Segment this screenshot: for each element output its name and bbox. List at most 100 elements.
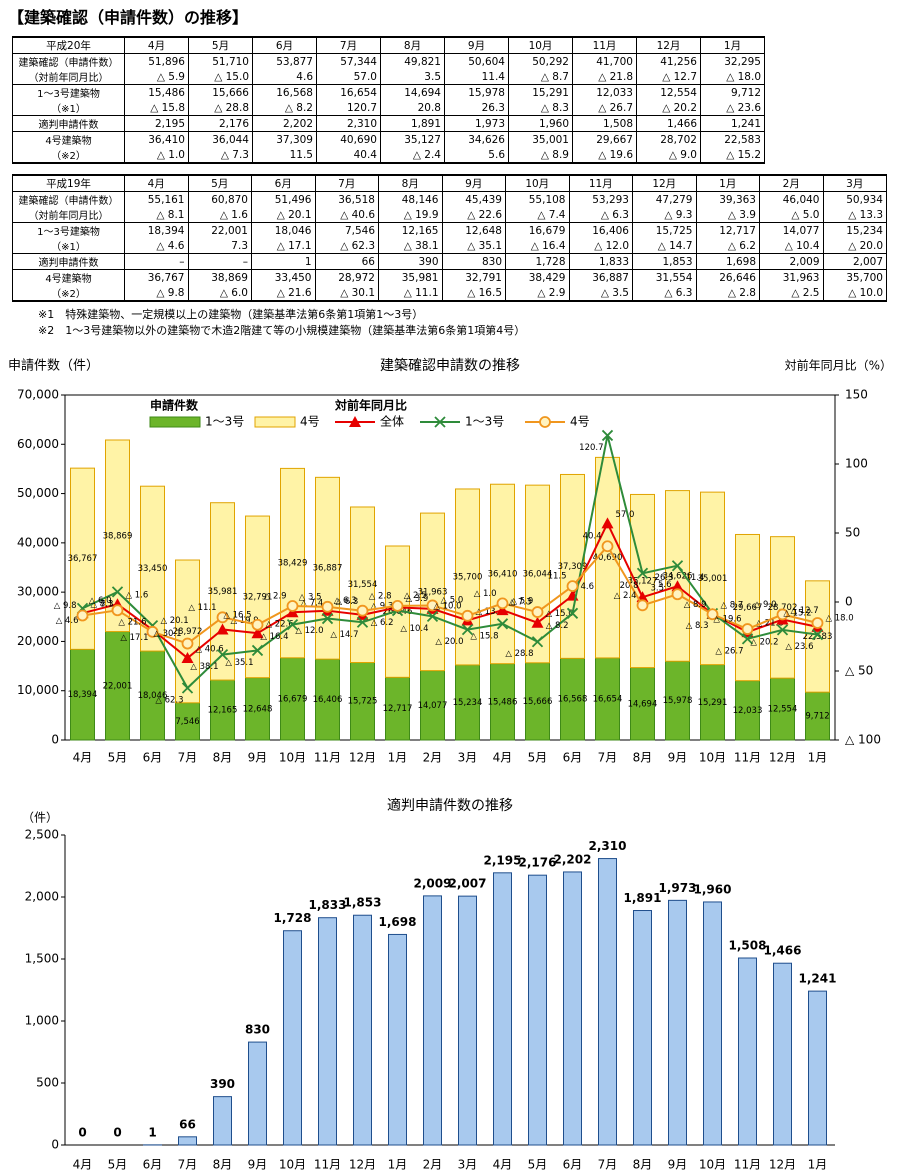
table-row: 適判申請件数 2,195 2,176 2,202 2,310 1,891 1,973 1,96… bbox=[12, 115, 765, 132]
line-value-label: △ 12.0 bbox=[295, 626, 323, 636]
x-tick-label: 4月 bbox=[73, 751, 93, 765]
table-cell: 36,887 bbox=[568, 269, 633, 285]
table-cell: △ 7.4 bbox=[505, 207, 570, 223]
table-cell: 49,821 bbox=[380, 53, 445, 69]
x-tick-label: 12月 bbox=[349, 751, 376, 765]
bar bbox=[703, 901, 722, 1146]
table-cell: 51,496 bbox=[251, 191, 316, 207]
bar-value-label: 2,202 bbox=[554, 852, 592, 866]
table-cell: 55,108 bbox=[505, 191, 570, 207]
bar bbox=[490, 483, 515, 665]
legend-swatch bbox=[149, 416, 201, 428]
table-cell: 31,554 bbox=[632, 269, 697, 285]
marker bbox=[461, 609, 474, 622]
bar-value-label: 33,450 bbox=[138, 564, 168, 574]
table-cell: 18,046 bbox=[251, 222, 316, 238]
bar-value-label: 22,583 bbox=[803, 632, 833, 642]
table-row: （※2） △ 9.8 △ 6.0 △ 21.6 △ 30.1 △ 11.1 △ 16.5 △ … bbox=[12, 285, 887, 302]
bar-value-label: 14,077 bbox=[418, 701, 448, 711]
line-value-label: △ 2.8 bbox=[369, 591, 392, 601]
y2-tick-label: 0 bbox=[845, 595, 853, 609]
table-cell: 8月 bbox=[380, 36, 445, 54]
table-cell: 6月 bbox=[252, 36, 317, 54]
bar-value-label: 35,127 bbox=[628, 577, 658, 587]
bar-value-label: 36,410 bbox=[488, 569, 518, 579]
bar-value-label: 14,694 bbox=[628, 699, 658, 709]
marker bbox=[671, 580, 684, 592]
bar-value-label: 36,767 bbox=[68, 554, 98, 564]
marker bbox=[426, 610, 439, 622]
table-cell: △ 10.4 bbox=[759, 238, 824, 254]
table-cell: 1月 bbox=[695, 174, 760, 192]
table-cell: 45,439 bbox=[441, 191, 506, 207]
bar-value-label: 1,891 bbox=[624, 891, 662, 905]
marker bbox=[531, 616, 544, 628]
table-cell: △ 10.0 bbox=[822, 285, 887, 302]
bar-value-label: 28,702 bbox=[768, 603, 798, 613]
x-tick-label: 9月 bbox=[248, 1158, 268, 1172]
bar bbox=[528, 874, 547, 1146]
bar bbox=[735, 533, 760, 682]
y-tick-label: 60,000 bbox=[17, 437, 59, 451]
bar-value-label: 12,033 bbox=[733, 706, 763, 716]
bar-value-label: 16,654 bbox=[593, 694, 623, 704]
table-cell: △ 20.2 bbox=[636, 100, 701, 116]
y-tick-label: 2,000 bbox=[25, 890, 59, 904]
x-tick-label: 5月 bbox=[528, 751, 548, 765]
bar-value-label: 15,725 bbox=[348, 697, 378, 707]
bar bbox=[525, 484, 550, 664]
table-cell: 1～3号建築物 bbox=[12, 222, 125, 238]
table-cell: △ 38.1 bbox=[378, 238, 443, 254]
line-value-label: △ 5.9 bbox=[511, 597, 534, 607]
marker bbox=[181, 652, 194, 664]
marker bbox=[741, 623, 754, 635]
marker bbox=[461, 623, 474, 636]
table-cell: 2,007 bbox=[822, 253, 887, 270]
x-tick-label: 1月 bbox=[808, 1158, 828, 1172]
bar bbox=[280, 657, 305, 741]
marker bbox=[251, 644, 264, 657]
line-value-label: △ 10.4 bbox=[400, 624, 428, 634]
chart-title: 建築確認申請数の推移 bbox=[380, 358, 520, 374]
table-cell: △ 1.6 bbox=[187, 207, 252, 223]
x-tick-label: 9月 bbox=[668, 751, 688, 765]
y-tick-label: 70,000 bbox=[17, 388, 59, 402]
table-cell: 830 bbox=[441, 253, 506, 270]
marker bbox=[286, 600, 299, 612]
bar bbox=[248, 1041, 267, 1146]
marker bbox=[601, 540, 614, 553]
bar-value-label: 29,667 bbox=[733, 603, 763, 613]
table-cell: △ 40.6 bbox=[314, 207, 379, 223]
bar bbox=[630, 667, 655, 741]
x-tick-label: 11月 bbox=[314, 1158, 341, 1172]
bar bbox=[455, 664, 480, 741]
marker bbox=[251, 627, 264, 639]
bar-value-label: 31,963 bbox=[418, 587, 448, 597]
x-tick-label: 11月 bbox=[734, 1158, 761, 1172]
legend-label: 4号 bbox=[570, 415, 590, 429]
bar bbox=[423, 895, 442, 1146]
table-cell: △ 2.4 bbox=[380, 147, 445, 164]
x-tick-label: 7月 bbox=[178, 751, 198, 765]
y2-tick-label: 100 bbox=[845, 457, 868, 471]
table-cell: △ 6.3 bbox=[568, 207, 633, 223]
marker bbox=[111, 586, 124, 598]
line-value-label: △ 1.6 bbox=[126, 591, 149, 601]
line-value-label: △ 2.4 bbox=[614, 591, 637, 601]
line-value-label: △ 15.0 bbox=[546, 609, 574, 619]
page-title: 【建築確認（申請件数）の推移】 bbox=[8, 8, 249, 27]
table-cell: △ 15.0 bbox=[188, 69, 253, 85]
line-value-label: △ 22.6 bbox=[266, 620, 294, 630]
line-value-label: △ 40.6 bbox=[196, 645, 224, 655]
marker bbox=[601, 429, 614, 442]
bar bbox=[178, 1136, 197, 1146]
marker bbox=[496, 597, 509, 610]
bar-value-label: 18,394 bbox=[68, 690, 98, 700]
marker bbox=[811, 617, 824, 629]
table-cell: 1,973 bbox=[444, 115, 509, 132]
bar-value-label: 34,626 bbox=[663, 571, 693, 581]
bar bbox=[598, 858, 617, 1146]
bar-value-label: 2,195 bbox=[484, 853, 522, 867]
line bbox=[82, 435, 818, 690]
bar bbox=[808, 990, 827, 1146]
